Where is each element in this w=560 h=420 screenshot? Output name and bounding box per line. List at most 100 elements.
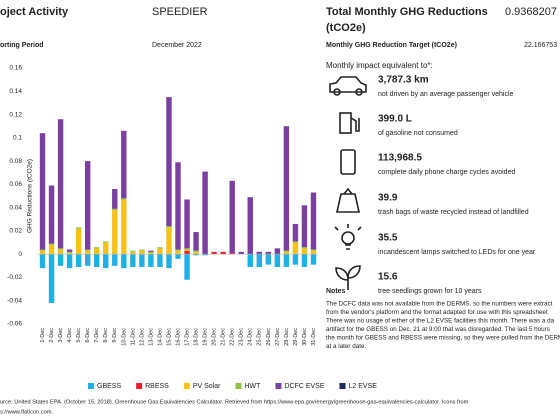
bar-segment [75,254,82,267]
legend-swatch [136,383,143,389]
x-tick-label: 17-Dec [184,328,190,346]
x-tick-label: 2-Dec [49,328,55,343]
note-line: at a later date. [326,343,367,350]
bar-segment [292,223,299,242]
bar-segment [130,251,136,255]
bulb-rays [334,224,362,250]
y-tick-label: -0.04 [7,297,22,304]
x-tick-label: 15-Dec [166,328,172,346]
chart: GHG Reductions (tCO2e) -0.06 -0.04 -0.02 0 0… [7,65,377,390]
legend-label: HWT [244,383,261,390]
bar-segment [283,126,290,251]
total-title-unit: (tCO2e) [326,22,366,34]
legend-label: GBESS [97,383,121,390]
impact-value: 35.5 [378,233,398,244]
total-value: 0.9368207 [505,6,557,18]
legend-swatch [183,383,190,389]
legend-label: DCFC EVSE [284,383,324,390]
bar-segment [166,97,172,227]
x-tick-label: 29-Dec [293,328,299,346]
legend-label: RBESS [145,383,169,390]
x-tick-label: 7-Dec [94,328,100,343]
x-tick-label: 20-Dec [212,328,218,346]
notes: The DCFC data was not available from the… [326,301,560,351]
bar-segment [39,133,46,250]
legend-swatch [275,383,282,389]
x-tick-label: 27-Dec [275,328,281,346]
bar-segment [193,251,199,255]
bar-segment [265,254,272,265]
x-tick-label: 31-Dec [311,328,317,346]
bar-segment [112,189,118,209]
bar-segment [310,192,317,250]
y-tick-label: 0.06 [9,181,22,188]
bar-segment [283,251,290,255]
note-line: There was no usage of either of the L2 E… [326,318,555,325]
bar-segment [184,250,190,255]
y-tick-label: 0 [18,251,22,258]
x-tick-label: 13-Dec [148,328,154,346]
bar-segment [112,208,118,210]
y-tick-label: 0.08 [9,158,22,165]
impact-text: complete daily phone charge cycles avoid… [378,169,515,176]
y-tick-label: 0.16 [9,65,22,72]
bar-segment [66,249,73,252]
y-tick-label: 0.1 [13,135,22,142]
bar-segment [139,250,145,255]
x-tick-label: 11-Dec [130,328,136,346]
icons [329,76,367,290]
impact-text: of gasoline not consumed [378,130,458,137]
x-tick-label: 5-Dec [76,328,82,343]
bar-segment [229,180,235,254]
bar-segment [283,250,290,252]
impact-heading: Monthly impact equivalent to*: [326,61,433,70]
x-tick-label: 19-Dec [203,328,209,346]
project-title: oject Activity [0,6,69,18]
impact-value: 399.0 L [378,114,412,125]
bar-segment [202,254,208,256]
x-tick-label: 6-Dec [85,328,91,343]
bar-segment [121,254,127,269]
bar-segment [94,247,100,249]
bar-segment [103,242,109,255]
x-tick-label: 10-Dec [121,328,127,346]
bar-segment [157,247,163,249]
bar-segment [130,250,136,252]
impact-value: 39.9 [378,193,398,204]
bar-segment [148,251,154,254]
impact-text: tree seedlings grown for 10 years [378,288,482,295]
bar-segment [39,250,46,255]
bar-segment [57,254,64,266]
bar-segment [301,248,308,255]
source-line: urce: United States EPA. (October 15, 20… [0,400,469,406]
impact-value: 15.6 [378,272,398,283]
legend-swatch [88,383,94,389]
bar-segment [121,198,127,200]
bar-segment [256,254,262,267]
note-line: from the vendor's platform and the forma… [326,309,548,316]
y-tick-label: 0.02 [9,228,22,235]
bag-icon [336,187,360,213]
bar-segment [48,185,55,244]
sprout-icon [335,265,361,290]
bar-segment [310,249,317,251]
impact-value: 3,787.3 km [378,75,429,86]
bar-segment [103,254,109,269]
x-tick-label: 24-Dec [248,328,254,346]
pump-hose [350,117,360,132]
source: urce: United States EPA. (October 15, 20… [0,400,469,416]
car-icon [329,76,367,93]
bar-segment [184,249,190,251]
bar-segment [310,254,317,265]
bar-segment [39,249,46,251]
bar-segment [229,253,235,255]
x-tick-label: 12-Dec [139,328,145,346]
x-tick-label: 16-Dec [175,328,181,346]
bar-segment [265,251,272,255]
x-tick-label: 4-Dec [67,328,73,343]
y-tick-label: -0.02 [7,274,22,281]
phone-icon [340,149,356,175]
legend-swatch [235,383,242,389]
bar-segment [139,249,145,251]
